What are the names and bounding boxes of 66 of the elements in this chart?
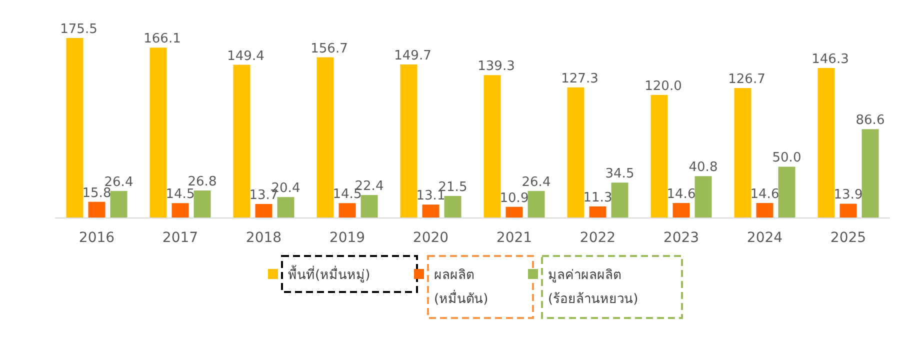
bar	[567, 87, 584, 218]
x-tick-label: 2016	[78, 230, 115, 246]
x-tick-label: 2019	[329, 230, 366, 246]
data-label: 175.5	[60, 22, 98, 37]
bar	[611, 182, 628, 218]
bar	[66, 38, 84, 218]
data-label: 26.8	[188, 174, 217, 190]
bar	[338, 203, 356, 218]
data-label: 14.6	[750, 187, 780, 202]
legend-label: ผลผลิต (หมื่นตัน)	[434, 268, 488, 307]
x-tick-label: 2021	[496, 230, 532, 246]
bar	[233, 64, 250, 218]
legend-label: พื้นที่(หมื่นหมู่)	[288, 265, 370, 283]
data-label: 156.7	[310, 41, 348, 56]
bar	[150, 48, 167, 218]
bar	[778, 166, 796, 218]
data-label: 50.0	[772, 150, 802, 166]
data-label: 26.4	[522, 174, 551, 190]
bar	[422, 204, 440, 218]
data-label: 146.3	[812, 52, 849, 67]
bar	[818, 68, 835, 218]
bar	[589, 206, 606, 218]
bar	[360, 195, 378, 218]
x-tick-label: 2020	[412, 230, 449, 246]
bar	[840, 204, 857, 218]
data-label: 40.8	[688, 160, 718, 176]
data-label: 149.7	[394, 48, 432, 64]
data-label: 14.5	[166, 187, 195, 202]
x-tick-label: 2018	[246, 230, 282, 246]
bar	[862, 129, 879, 218]
x-tick-label: 2022	[580, 230, 616, 246]
bar	[672, 203, 690, 218]
data-label: 139.3	[478, 59, 515, 74]
x-tick-label: 2017	[162, 230, 198, 246]
data-label: 34.5	[605, 166, 634, 182]
bar	[484, 75, 501, 218]
data-label: 13.9	[834, 188, 863, 203]
x-tick-label: 2023	[663, 230, 700, 246]
bar	[316, 57, 334, 218]
data-label: 149.4	[227, 48, 264, 64]
data-label: 14.6	[666, 187, 696, 202]
bar	[255, 204, 272, 218]
bar	[194, 190, 211, 218]
bar	[172, 203, 189, 218]
bar	[734, 88, 752, 218]
bar	[650, 94, 668, 218]
data-label: 126.7	[728, 72, 766, 88]
bar	[694, 176, 712, 218]
bar	[506, 206, 523, 218]
data-label: 15.8	[82, 186, 112, 201]
bar	[400, 64, 418, 218]
data-label: 166.1	[144, 32, 181, 47]
data-label: 10.9	[500, 190, 529, 206]
x-tick-label: 2024	[746, 230, 783, 246]
bar	[277, 197, 294, 218]
bar	[444, 196, 462, 218]
x-tick-label: 2025	[830, 230, 866, 246]
data-label: 120.0	[644, 78, 682, 94]
bar	[110, 190, 128, 218]
legend-label: มูลค่าผลผลิต (ร้อยล้านหยวน)	[548, 268, 638, 307]
data-label: 11.3	[583, 190, 612, 206]
bar	[528, 190, 545, 218]
data-label: 127.3	[561, 71, 598, 86]
bar	[88, 202, 106, 218]
bar	[756, 203, 774, 218]
data-label: 86.6	[856, 113, 885, 128]
